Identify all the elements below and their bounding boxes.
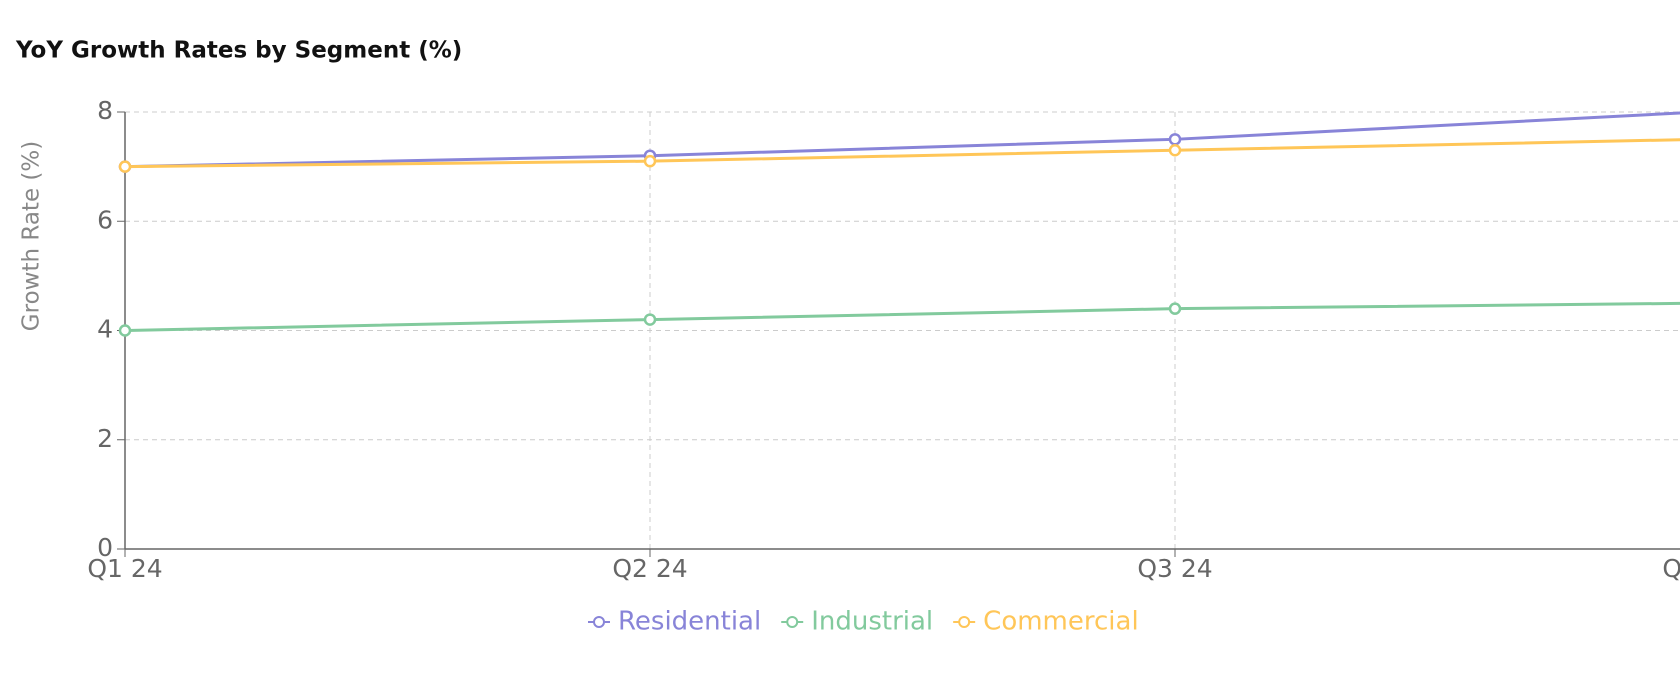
- x-tick-label: Q3 24: [1137, 554, 1212, 583]
- x-tick-label: Q2 24: [612, 554, 687, 583]
- data-point: [1168, 302, 1182, 315]
- x-tick-label: Q1 24: [87, 554, 162, 583]
- data-point: [1168, 143, 1182, 157]
- data-point: [643, 154, 657, 168]
- y-tick-label: 6: [97, 205, 113, 234]
- legend-marker: [958, 616, 971, 628]
- x-tick-label: Q4 24: [1662, 554, 1680, 583]
- data-point: [643, 313, 657, 326]
- data-point: [118, 324, 132, 337]
- data-point: [118, 160, 132, 173]
- y-tick-label: 0: [97, 533, 113, 562]
- y-tick-label: 8: [97, 96, 113, 125]
- legend-marker: [786, 616, 799, 628]
- legend-marker: [593, 616, 605, 628]
- series-line: [124, 111, 1680, 169]
- y-tick-label: 2: [97, 424, 113, 453]
- y-tick-label: 4: [97, 315, 113, 344]
- legend-label: Residential: [618, 607, 761, 637]
- series-line: [124, 138, 1680, 169]
- legend-label: Industrial: [811, 607, 933, 637]
- legend: Residential Industrial Commercial: [588, 607, 1139, 637]
- data-point: [1168, 133, 1182, 146]
- legend-label: Commercial: [983, 607, 1139, 637]
- series-line: [124, 301, 1680, 332]
- chart-title: YoY Growth Rates by Segment (%): [15, 38, 462, 64]
- y-axis-label: Growth Rate (%): [19, 141, 45, 331]
